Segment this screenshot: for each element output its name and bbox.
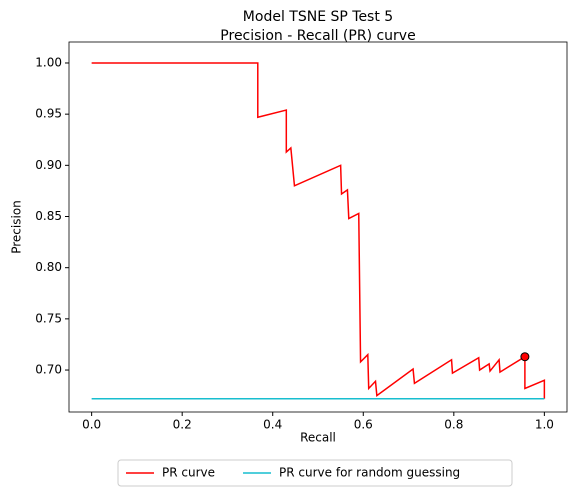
y-axis-label: Precision xyxy=(10,200,24,254)
x-tick-label: 1.0 xyxy=(535,418,554,432)
x-tick-label: 0.2 xyxy=(173,418,192,432)
legend-label: PR curve xyxy=(162,466,215,480)
x-tick-label: 0.0 xyxy=(82,418,101,432)
x-tick-label: 0.8 xyxy=(444,418,463,432)
y-tick-label: 0.70 xyxy=(35,363,62,377)
x-tick-label: 0.4 xyxy=(263,418,282,432)
chart-title: Model TSNE SP Test 5 xyxy=(243,9,393,25)
y-tick-label: 0.95 xyxy=(35,107,62,121)
x-axis-label: Recall xyxy=(300,431,336,445)
plot-frame xyxy=(68,41,568,413)
y-tick-label: 0.85 xyxy=(35,209,62,223)
y-tick-label: 1.00 xyxy=(35,55,62,69)
series-line xyxy=(91,62,546,399)
chart-subtitle: Precision - Recall (PR) curve xyxy=(220,28,415,44)
y-tick-label: 0.75 xyxy=(35,311,62,325)
x-tick-label: 0.6 xyxy=(354,418,373,432)
legend-box xyxy=(117,459,513,487)
y-tick-label: 0.80 xyxy=(35,260,62,274)
highlight-point xyxy=(520,352,530,362)
legend-label: PR curve for random guessing xyxy=(279,466,460,480)
y-tick-label: 0.90 xyxy=(35,158,62,172)
